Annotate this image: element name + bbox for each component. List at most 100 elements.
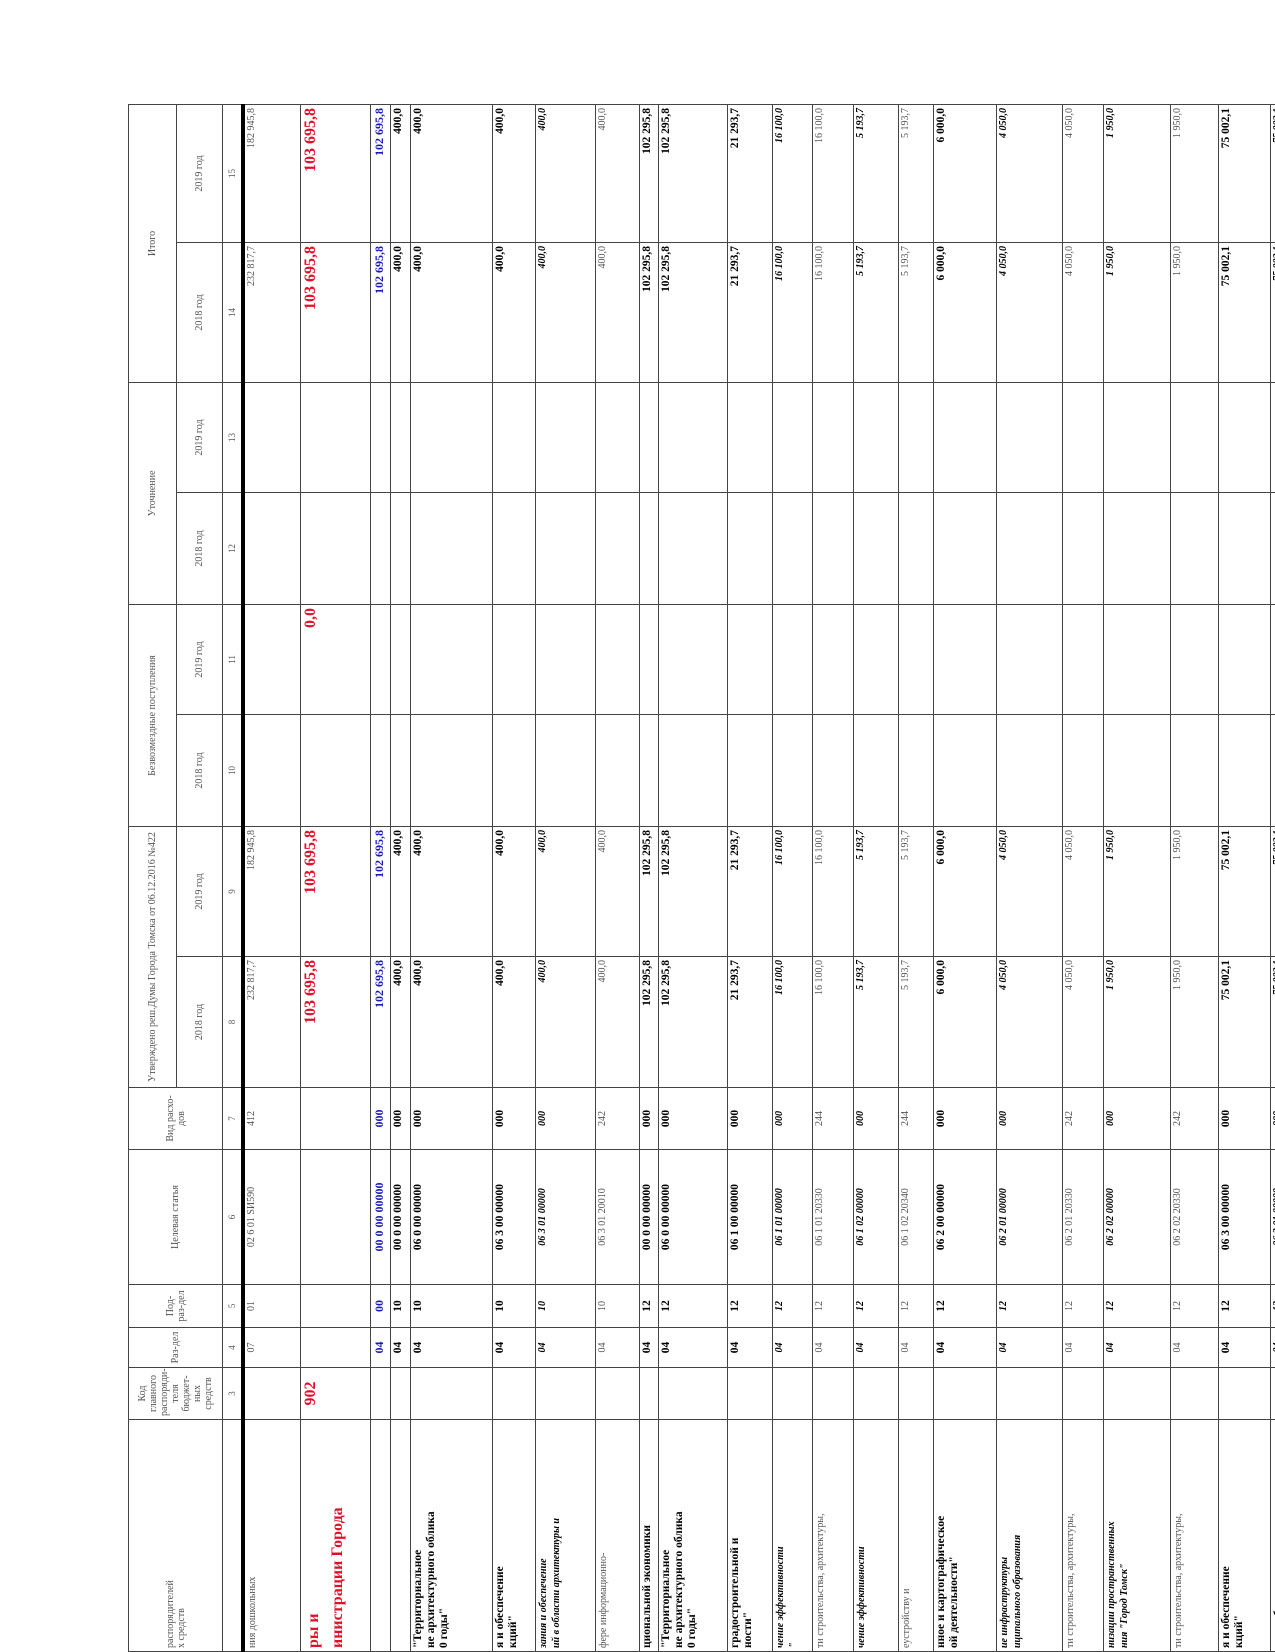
grants-2018-cell — [535, 715, 595, 827]
vid-cell — [300, 1088, 370, 1150]
target-cell: 06 1 02 20340 — [898, 1150, 933, 1285]
name-line: ти строительства, архитектуры, — [1064, 1423, 1077, 1648]
grants-2018-cell — [1103, 715, 1170, 827]
clarification-2019-cell — [1103, 383, 1170, 493]
clarification-2019-cell — [390, 383, 410, 493]
grants-2019-cell — [595, 605, 639, 715]
name-cell: фере информационно- — [595, 1420, 639, 1652]
column-number: 10 — [223, 715, 244, 827]
total-2019-cell: 102 695,8 — [370, 105, 390, 243]
podrazdel-cell: 01 — [243, 1285, 300, 1328]
clarification-2019-cell — [492, 383, 535, 493]
razdel-cell: 04 — [772, 1328, 812, 1368]
razdel-cell: 04 — [535, 1328, 595, 1368]
code-cell — [1170, 1368, 1218, 1420]
clarification-2019-cell — [812, 383, 853, 493]
vid-cell: 000 — [933, 1088, 996, 1150]
header-year: 2018 год — [177, 493, 223, 605]
vid-cell: 000 — [1103, 1088, 1170, 1150]
grants-2018-cell — [639, 715, 658, 827]
approved-2018-cell: 400,0 — [595, 957, 639, 1088]
clarification-2018-cell — [658, 493, 727, 605]
total-2018-cell: 102 695,8 — [370, 243, 390, 383]
name-cell: чение эффективности" — [772, 1420, 812, 1652]
podrazdel-cell: 10 — [595, 1285, 639, 1328]
total-2019-cell: 1 950,0 — [1170, 105, 1218, 243]
name-line: иципального образования — [1011, 1423, 1024, 1648]
grants-2019-cell — [933, 605, 996, 715]
total-2019-cell: 182 945,8 — [243, 105, 300, 243]
vid-cell: 000 — [996, 1088, 1062, 1150]
grants-2019-cell: 0,0 — [300, 605, 370, 715]
clarification-2019-cell — [898, 383, 933, 493]
target-cell: 06 0 00 00000 — [410, 1150, 492, 1285]
approved-2018-cell: 4 050,0 — [996, 957, 1062, 1088]
approved-2019-cell: 400,0 — [595, 827, 639, 957]
clarification-2019-cell — [595, 383, 639, 493]
name-line: не архитектурного облика — [673, 1423, 686, 1648]
podrazdel-cell: 10 — [535, 1285, 595, 1328]
grants-2019-cell — [370, 605, 390, 715]
column-number: 6 — [223, 1150, 244, 1285]
grants-2019-cell — [853, 605, 898, 715]
target-cell: 06 3 01 00000 — [1270, 1150, 1275, 1285]
total-2019-cell: 400,0 — [492, 105, 535, 243]
total-2019-cell: 1 950,0 — [1103, 105, 1170, 243]
total-2018-cell: 400,0 — [535, 243, 595, 383]
total-2018-cell: 400,0 — [492, 243, 535, 383]
clarification-2018-cell — [996, 493, 1062, 605]
name-cell — [390, 1420, 410, 1652]
approved-2018-cell: 400,0 — [410, 957, 492, 1088]
header-clarification: Уточнение — [129, 383, 177, 605]
grants-2018-cell — [772, 715, 812, 827]
code-cell — [370, 1368, 390, 1420]
clarification-2019-cell — [410, 383, 492, 493]
code-cell — [595, 1368, 639, 1420]
vid-cell: 000 — [772, 1088, 812, 1150]
approved-2019-cell: 21 293,7 — [727, 827, 772, 957]
total-2019-cell: 16 100,0 — [772, 105, 812, 243]
clarification-2018-cell — [898, 493, 933, 605]
total-2019-cell: 16 100,0 — [812, 105, 853, 243]
approved-2018-cell: 16 100,0 — [772, 957, 812, 1088]
total-2019-cell: 4 050,0 — [1062, 105, 1103, 243]
grants-2018-cell — [812, 715, 853, 827]
column-number: 13 — [223, 383, 244, 493]
podrazdel-cell: 10 — [410, 1285, 492, 1328]
code-cell — [727, 1368, 772, 1420]
target-cell: 06 1 01 20330 — [812, 1150, 853, 1285]
grants-2019-cell — [996, 605, 1062, 715]
target-cell: 06 1 01 00000 — [772, 1150, 812, 1285]
podrazdel-cell: 12 — [1218, 1285, 1270, 1328]
clarification-2019-cell — [1062, 383, 1103, 493]
name-line: низации пространственных — [1105, 1423, 1118, 1648]
target-cell: 02 6 01 SИ590 — [243, 1150, 300, 1285]
name-line: циональной экономики — [641, 1423, 654, 1648]
grants-2019-cell — [727, 605, 772, 715]
vid-cell: 000 — [492, 1088, 535, 1150]
total-2018-cell: 5 193,7 — [898, 243, 933, 383]
approved-2018-cell: 6 000,0 — [933, 957, 996, 1088]
razdel-cell: 04 — [1062, 1328, 1103, 1368]
table-header: распорядителей х средств Код главного ра… — [129, 105, 244, 1652]
razdel-cell: 04 — [390, 1328, 410, 1368]
clarification-2018-cell — [595, 493, 639, 605]
vid-cell: 000 — [390, 1088, 410, 1150]
target-cell: 00 0 00 00000 — [370, 1150, 390, 1285]
podrazdel-cell — [300, 1285, 370, 1328]
grants-2018-cell — [1218, 715, 1270, 827]
grants-2018-cell — [727, 715, 772, 827]
razdel-cell: 04 — [996, 1328, 1062, 1368]
header-code: Код главного распоряди-теля бюджет-ных с… — [129, 1368, 223, 1420]
clarification-2018-cell — [853, 493, 898, 605]
total-2018-cell: 232 817,7 — [243, 243, 300, 383]
approved-2018-cell: 4 050,0 — [1062, 957, 1103, 1088]
